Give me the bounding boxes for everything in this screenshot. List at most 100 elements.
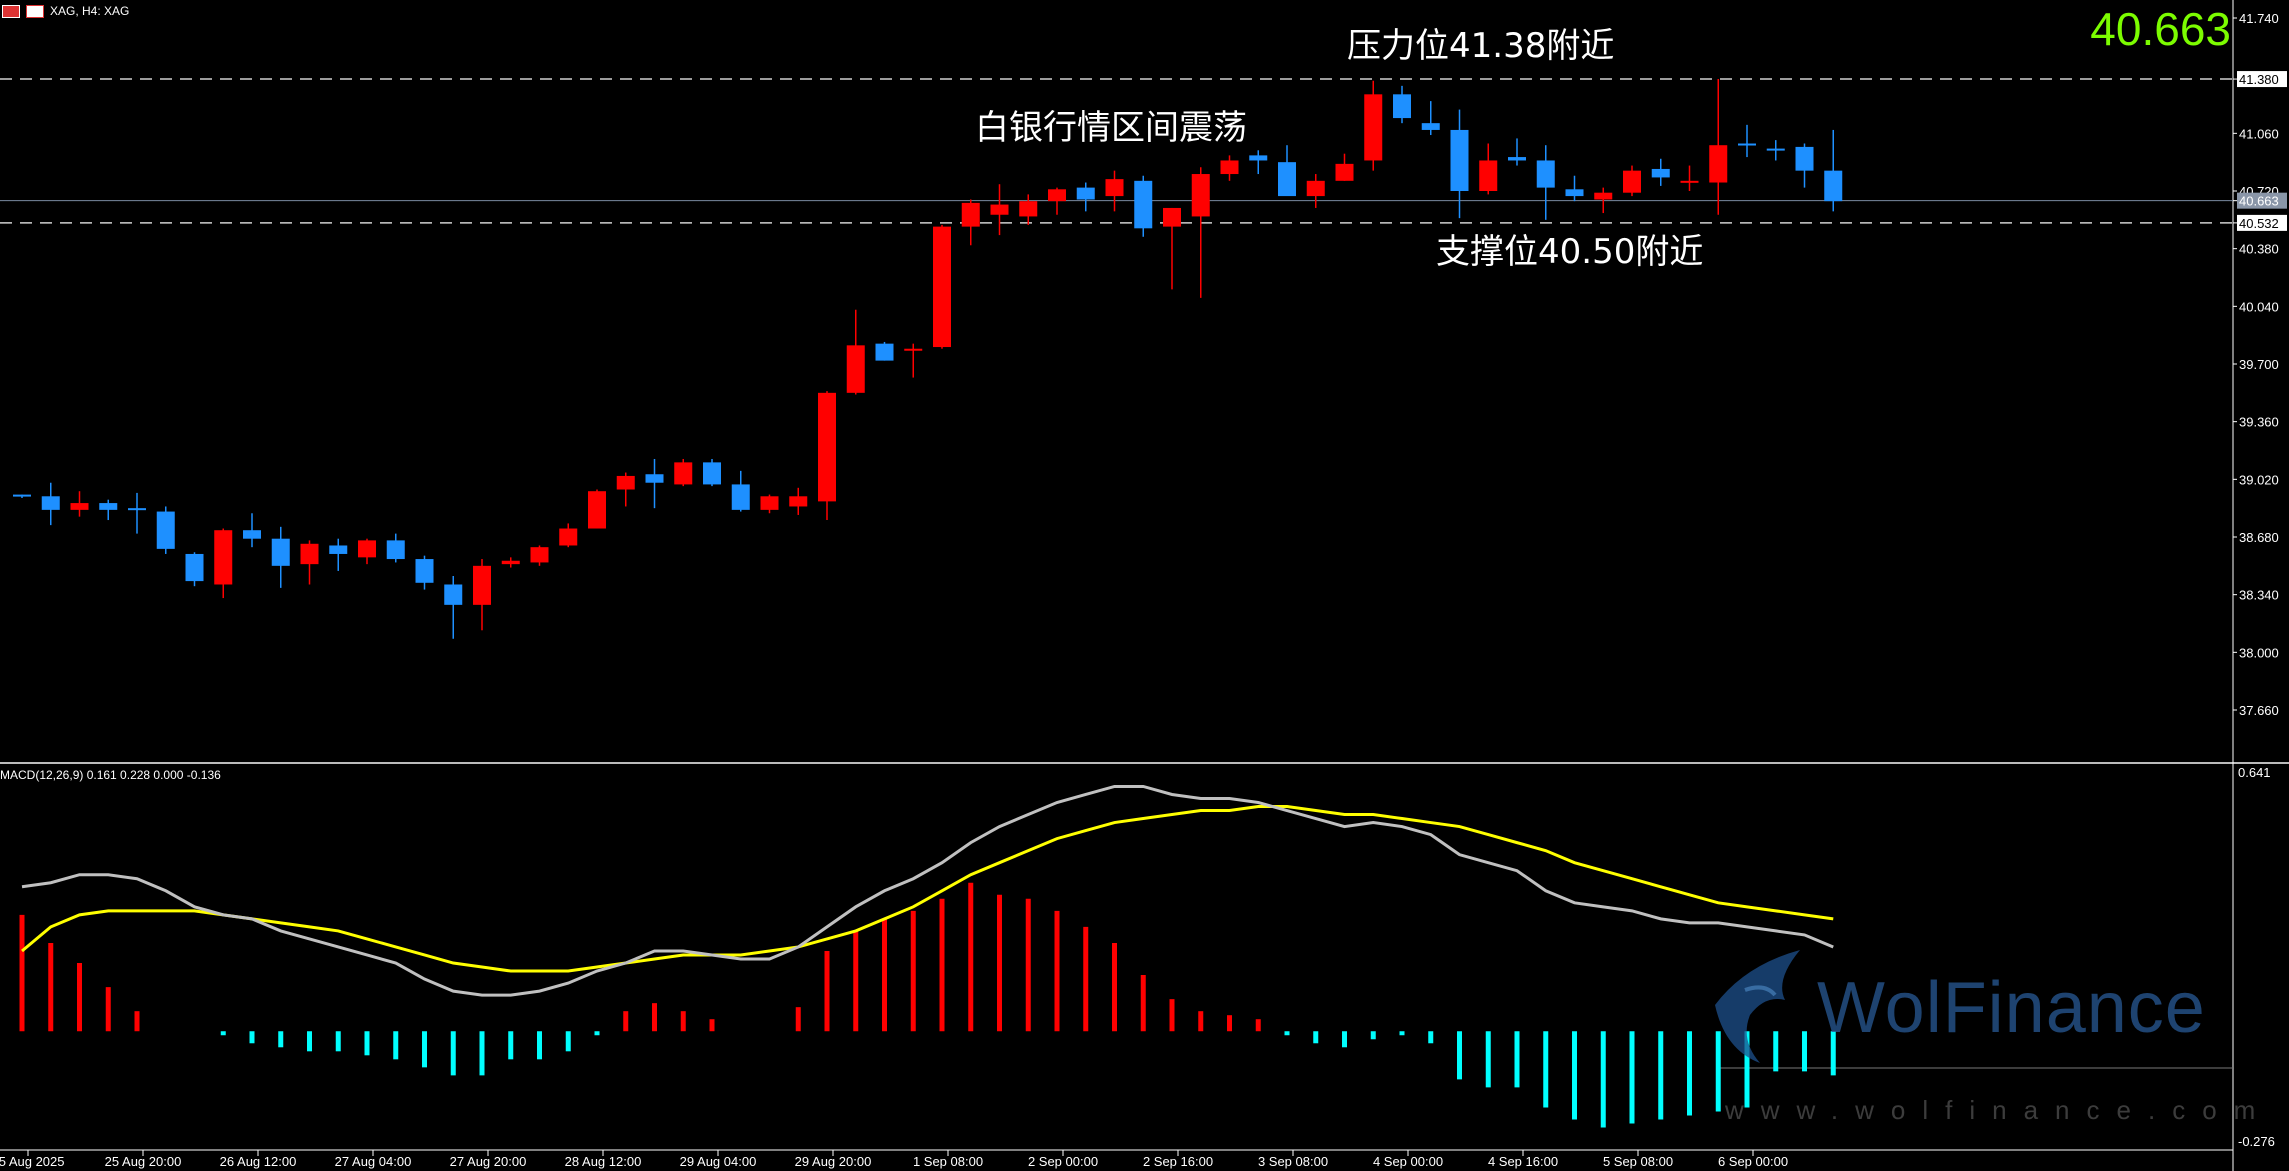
price-tick-label-4: 40.663 <box>2239 194 2279 209</box>
time-tick-label-1: 25 Aug 20:00 <box>105 1154 182 1169</box>
macd-axis: 0.641 -0.276 <box>2238 765 2275 1149</box>
candle-bull <box>904 348 923 351</box>
candle-bear <box>1738 143 1756 146</box>
candle-bear <box>271 538 290 566</box>
time-tick-label-13: 4 Sep 16:00 <box>1488 1154 1558 1169</box>
candle-bull <box>588 491 606 529</box>
candle-bear <box>185 553 204 582</box>
candle-bull <box>616 475 635 490</box>
price-tag-bg-5 <box>2237 214 2287 231</box>
symbol-label: XAG, H4: XAG <box>50 4 130 18</box>
candle-bear <box>128 508 146 511</box>
candle-bear <box>13 494 31 497</box>
price-tag-bg-4 <box>2237 192 2287 209</box>
candle-bear <box>703 462 721 485</box>
time-tick-label-2: 26 Aug 12:00 <box>220 1154 297 1169</box>
candle-bull <box>818 392 836 502</box>
candle-bull <box>358 540 376 558</box>
candle-bull <box>1623 170 1641 193</box>
candle-bear <box>243 530 261 539</box>
candle-bull <box>1335 163 1354 181</box>
price-tick-label-5: 40.532 <box>2239 216 2279 231</box>
macd-scale-top: 0.641 <box>2238 765 2271 780</box>
candle-bull <box>1594 192 1613 200</box>
candle-bear <box>41 496 60 510</box>
chart-type-icon[interactable] <box>26 4 44 18</box>
support-annotation: 支撑位40.50附近 <box>1436 232 1704 272</box>
candle-bear <box>415 559 434 583</box>
candle-bull <box>300 543 319 565</box>
candle-bull <box>1191 174 1210 217</box>
candle-bear <box>1393 94 1411 119</box>
price-tick-label-14: 37.660 <box>2239 703 2279 718</box>
watermark-url: www.wolfinance.com <box>1725 1095 2273 1125</box>
wolf-logo-icon <box>1715 950 1800 1063</box>
candle-bull <box>530 547 549 563</box>
candle-bull <box>1019 201 1038 217</box>
candle-bear <box>1565 189 1584 197</box>
candle-bull <box>1048 189 1066 202</box>
candle-bear <box>1450 129 1469 191</box>
time-axis: 25 Aug 2025 25 Aug 20:00 26 Aug 12:00 27 Au… <box>0 1150 1788 1169</box>
time-tick-label-6: 29 Aug 04:00 <box>680 1154 757 1169</box>
candle-bull <box>559 528 578 546</box>
time-tick-label-7: 29 Aug 20:00 <box>795 1154 872 1169</box>
candle-bull <box>961 202 980 227</box>
time-tick-label-10: 2 Sep 16:00 <box>1143 1154 1213 1169</box>
candle-bear <box>731 484 750 510</box>
candle-bull <box>1680 180 1699 183</box>
watermark-brand: WolFinance <box>1817 968 2206 1048</box>
candle-bear <box>1249 155 1268 161</box>
candle-bull <box>1364 94 1383 161</box>
candle-bull <box>674 462 693 485</box>
candle-bull <box>1220 160 1239 175</box>
price-tick-label-0: 41.740 <box>2239 11 2279 26</box>
time-tick-label-0: 25 Aug 2025 <box>0 1154 65 1169</box>
price-tick-label-9: 39.360 <box>2239 415 2279 430</box>
candle-bear <box>1795 146 1814 171</box>
macd-signal-line <box>21 805 1834 973</box>
candle-bear <box>1076 187 1095 200</box>
candle-bear <box>444 584 463 605</box>
range-annotation: 白银行情区间震荡 <box>975 108 1247 148</box>
price-tick-label-1: 41.380 <box>2239 72 2279 87</box>
candle-bear <box>1536 160 1555 188</box>
candle-bull <box>1105 179 1124 197</box>
candle-bear <box>386 540 405 560</box>
price-tick-label-2: 41.060 <box>2239 126 2279 141</box>
price-axis: 41.74041.38041.06040.72040.66340.53240.3… <box>2233 11 2287 718</box>
candle-bull <box>70 503 89 510</box>
candle-bull <box>990 204 1009 215</box>
candle-bear <box>1824 170 1843 202</box>
candlestick-series <box>13 79 1843 639</box>
candle-bull <box>933 226 951 348</box>
candle-bear <box>645 474 664 483</box>
symbol-bar: XAG, H4: XAG <box>0 0 133 22</box>
candle-bull <box>760 496 779 510</box>
candle-bull <box>1479 160 1498 191</box>
price-tick-label-8: 39.700 <box>2239 357 2279 372</box>
price-tick-label-7: 40.040 <box>2239 299 2279 314</box>
price-tick-label-11: 38.680 <box>2239 530 2279 545</box>
candle-bull <box>1163 207 1181 227</box>
time-tick-label-11: 3 Sep 08:00 <box>1258 1154 1328 1169</box>
candle-bear <box>99 503 118 510</box>
chart-window-icon[interactable] <box>2 4 20 18</box>
time-tick-label-5: 28 Aug 12:00 <box>565 1154 642 1169</box>
watermark: WolFinance www.wolfinance.com <box>1705 945 2265 1125</box>
macd-indicator <box>19 784 2233 1128</box>
candle-bear <box>1134 180 1153 229</box>
time-tick-label-4: 27 Aug 20:00 <box>450 1154 527 1169</box>
candle-bull <box>1709 145 1728 183</box>
candle-bear <box>1508 157 1526 161</box>
resistance-annotation: 压力位41.38附近 <box>1347 26 1615 66</box>
candle-bear <box>1278 162 1296 197</box>
time-tick-label-9: 2 Sep 00:00 <box>1028 1154 1098 1169</box>
candle-bear <box>875 343 894 361</box>
candle-bear <box>1651 168 1670 178</box>
macd-main-line <box>21 784 1834 997</box>
candle-bull <box>473 565 491 605</box>
time-tick-label-8: 1 Sep 08:00 <box>913 1154 983 1169</box>
time-tick-label-15: 6 Sep 00:00 <box>1718 1154 1788 1169</box>
